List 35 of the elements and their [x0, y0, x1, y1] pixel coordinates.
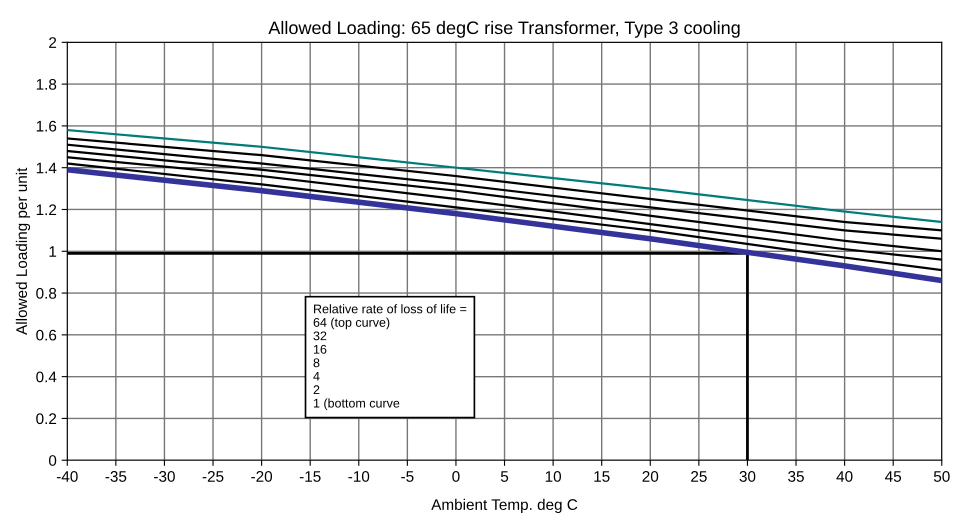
x-tick-label: 20	[642, 471, 658, 482]
y-axis-title: Allowed Loading per unit	[16, 168, 30, 335]
y-tick-label: 1	[50, 246, 56, 257]
x-tick-label: -5	[401, 471, 414, 482]
x-tick-label: 40	[836, 471, 853, 482]
y-tick-label: 0.2	[36, 413, 56, 424]
x-tick-label: 5	[500, 471, 508, 482]
chart-title: Allowed Loading: 65 degC rise Transformer, Type 3 cooling	[268, 20, 740, 38]
x-tick-label: 35	[788, 471, 804, 482]
y-tick-label: 1.4	[36, 162, 56, 174]
x-tick-label: 30	[740, 471, 756, 482]
y-tick-label: 0.6	[36, 330, 56, 341]
y-tick-label: 0.8	[36, 288, 56, 299]
y-tick-label: 1.6	[36, 120, 56, 132]
x-tick-label: -40	[56, 471, 78, 482]
x-tick-label: -30	[154, 471, 175, 482]
x-tick-label: -35	[105, 471, 126, 482]
y-tick-label: 1.8	[36, 78, 56, 90]
x-tick-label: 10	[546, 471, 562, 482]
y-tick-label: 0	[48, 455, 56, 466]
x-tick-label: -15	[300, 471, 321, 482]
x-tick-label: 25	[691, 471, 707, 482]
line-series	[67, 128, 942, 224]
x-tick-label: 45	[885, 471, 902, 482]
y-tick-label: 0.4	[36, 372, 56, 382]
x-tick-label: 0	[452, 471, 460, 482]
x-tick-label: -20	[251, 471, 272, 482]
x-axis-title: Ambient Temp. deg C	[431, 498, 578, 514]
x-tick-label: 50	[934, 471, 950, 482]
x-tick-label: -10	[348, 471, 370, 482]
x-tick-label: 15	[594, 471, 610, 482]
annotation: Relative rate of loss of life = 64 (top curve) 32 16 8 4 2 1 (bottom curve	[313, 304, 466, 410]
x-tick-label: -25	[202, 471, 224, 482]
y-tick-label: 1.2	[36, 204, 56, 216]
y-tick-label: 2	[49, 37, 56, 48]
